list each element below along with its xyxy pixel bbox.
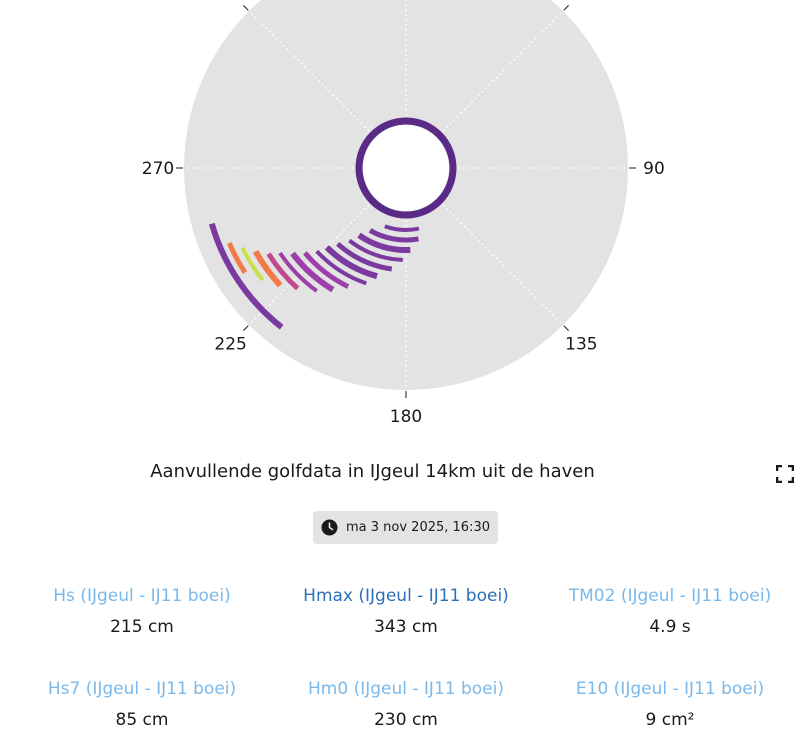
metric-tm02: TM02 (IJgeul - IJ11 boei) 4.9 s — [540, 584, 800, 639]
polar-gridline — [442, 204, 564, 326]
polar-gridline — [248, 204, 370, 326]
section-title: Aanvullende golfdata in IJgeul 14km uit … — [150, 461, 595, 482]
polar-marks — [208, 117, 457, 330]
date-chip: ma 3 nov 2025, 16:30 — [313, 511, 498, 544]
polar-energy-arc — [315, 249, 367, 286]
metric-label-link[interactable]: Hs7 (IJgeul - IJ11 boei) — [47, 679, 237, 699]
polar-tick-label: 180 — [390, 407, 422, 427]
polar-energy-arc — [290, 251, 335, 293]
metric-e10: E10 (IJgeul - IJ11 boei) 9 cm² — [540, 677, 800, 732]
metric-hmax: Hmax (IJgeul - IJ11 boei) 343 cm — [276, 584, 536, 639]
polar-tick-label: 135 — [565, 334, 597, 354]
metric-label-link[interactable]: Hmax (IJgeul - IJ11 boei) — [303, 586, 509, 606]
metric-label-link[interactable]: Hm0 (IJgeul - IJ11 boei) — [308, 679, 504, 699]
metric-hs7: Hs7 (IJgeul - IJ11 boei) 85 cm — [12, 677, 272, 732]
clock-icon — [321, 519, 338, 536]
metric-value: 230 cm — [374, 710, 438, 730]
metric-value: 4.9 s — [649, 617, 691, 637]
polar-gridline — [248, 10, 370, 132]
metric-value: 9 cm² — [645, 710, 695, 730]
polar-tick-labels: 315 45 90 135 180 225 270 — [142, 0, 665, 427]
fullscreen-icon[interactable] — [775, 464, 795, 484]
polar-energy-arc — [324, 245, 378, 280]
polar-energy-arc — [336, 241, 393, 272]
metric-value: 215 cm — [110, 617, 174, 637]
polar-energy-arc — [208, 222, 284, 330]
polar-energy-arc — [368, 228, 419, 243]
polar-gridline — [442, 10, 564, 132]
wave-direction-polar-chart: 315 45 90 135 180 225 270 — [142, 0, 665, 427]
date-chip-text: ma 3 nov 2025, 16:30 — [346, 520, 490, 535]
polar-energy-arc — [302, 251, 350, 289]
metric-hm0: Hm0 (IJgeul - IJ11 boei) 230 cm — [276, 677, 536, 732]
metric-hs: Hs (IJgeul - IJ11 boei) 215 cm — [12, 584, 272, 639]
polar-energy-arc — [240, 246, 265, 282]
polar-tick — [243, 325, 249, 331]
polar-tick-label: 270 — [142, 159, 174, 179]
polar-tick-label: 225 — [214, 334, 246, 354]
polar-tick — [563, 325, 569, 331]
polar-tick-label: 90 — [643, 159, 665, 179]
metric-value: 85 cm — [115, 710, 169, 730]
metric-label-link[interactable]: Hs (IJgeul - IJ11 boei) — [53, 586, 231, 606]
polar-energy-arc — [384, 224, 420, 232]
polar-energy-arc — [348, 238, 403, 262]
polar-energy-arc — [357, 232, 411, 253]
polar-grid — [184, 0, 628, 390]
polar-tick — [563, 5, 569, 11]
metric-value: 343 cm — [374, 617, 438, 637]
polar-tick — [243, 5, 249, 11]
metric-label-link[interactable]: E10 (IJgeul - IJ11 boei) — [575, 679, 765, 699]
polar-energy-arc — [278, 251, 318, 293]
polar-tick-label: 315 — [214, 0, 246, 4]
polar-tick-label: 45 — [571, 0, 593, 4]
polar-energy-arc — [266, 252, 300, 291]
polar-energy-arc — [252, 249, 283, 288]
polar-inner-ring — [355, 117, 457, 219]
polar-energy-arc — [226, 242, 248, 274]
polar-center-hole — [363, 125, 449, 211]
metric-label-link[interactable]: TM02 (IJgeul - IJ11 boei) — [568, 586, 772, 606]
